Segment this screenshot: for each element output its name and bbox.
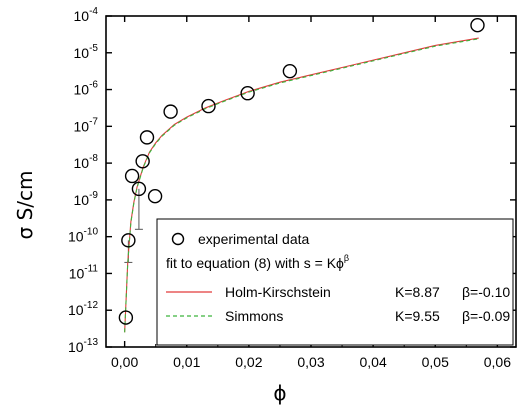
error-bars: [124, 188, 143, 263]
data-point: [131, 181, 147, 197]
y-tick-exponent: -5: [89, 43, 98, 54]
legend-fit-superscript: β: [344, 253, 349, 263]
x-axis-ticks: 0,00 0,01 0,02 0,03 0,04 0,05 0,06: [111, 16, 511, 370]
y-axis-title: σ S/cm: [13, 171, 37, 240]
x-tick-label: 0,05: [422, 354, 449, 370]
data-point: [282, 63, 298, 79]
y-tick-label: 10-12: [68, 300, 98, 318]
legend-marker-experimental: [171, 232, 185, 246]
y-tick-exponent: -9: [89, 190, 98, 201]
y-tick-label: 10-11: [69, 263, 99, 281]
data-point: [121, 233, 136, 248]
legend-label-experimental: experimental data: [198, 231, 310, 247]
y-tick-label: 10-10: [68, 227, 98, 245]
legend: experimental data fit to equation (8) wi…: [156, 218, 514, 346]
x-axis-title: ϕ: [273, 381, 286, 405]
data-points: [118, 17, 485, 325]
x-tick-label: 0,06: [484, 354, 511, 370]
y-tick-label: 10-8: [74, 153, 99, 171]
data-point: [124, 168, 140, 184]
fit-lines: [124, 37, 479, 333]
legend-label-holm: Holm-Kirschstein: [225, 284, 331, 300]
legend-box: [156, 218, 514, 346]
y-tick-label: 10-6: [74, 80, 99, 98]
data-point: [470, 17, 485, 33]
legend-fit-text: fit to equation (8) with s = Kϕ: [166, 255, 344, 271]
y-tick-exponent: -8: [89, 153, 98, 164]
y-tick-exponent: -12: [84, 300, 99, 311]
data-point: [201, 98, 216, 114]
y-tick-exponent: -7: [89, 116, 98, 127]
y-tick-exponent: -6: [89, 80, 98, 91]
legend-label-fit: fit to equation (8) with s = Kϕβ: [166, 253, 349, 271]
fit-line-simmons: [124, 38, 479, 333]
y-tick-exponent: -4: [89, 6, 98, 17]
data-point: [118, 310, 134, 325]
data-point: [147, 189, 163, 204]
legend-k-simmons: K=9.55: [395, 308, 440, 324]
y-tick-label: 10-7: [74, 116, 99, 134]
data-point: [240, 86, 255, 101]
data-point: [163, 104, 178, 119]
legend-k-holm: K=8.87: [395, 284, 440, 300]
legend-label-simmons: Simmons: [225, 308, 283, 324]
legend-beta-simmons: β=-0.09: [462, 308, 510, 324]
data-point: [135, 154, 150, 169]
data-point: [139, 130, 155, 145]
y-tick-exponent: -13: [84, 337, 99, 348]
y-tick-exponent: -11: [84, 263, 98, 274]
y-tick-label: 10-5: [74, 43, 99, 61]
x-tick-label: 0,03: [297, 354, 324, 370]
x-tick-label: 0,02: [235, 354, 262, 370]
x-tick-label: 0,04: [359, 354, 386, 370]
legend-beta-holm: β=-0.10: [462, 284, 510, 300]
y-tick-label: 10-13: [68, 337, 98, 355]
y-tick-label: 10-9: [74, 190, 99, 208]
x-tick-label: 0,01: [173, 354, 200, 370]
y-tick-label: 10-4: [74, 6, 99, 24]
y-tick-exponent: -10: [84, 227, 99, 238]
x-tick-label: 0,00: [111, 354, 138, 370]
